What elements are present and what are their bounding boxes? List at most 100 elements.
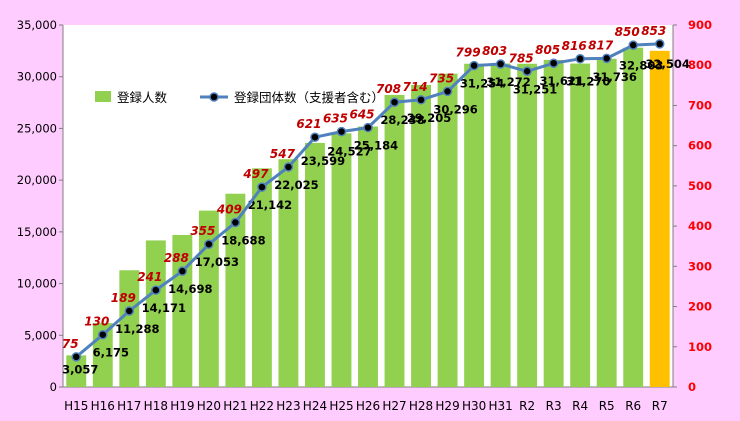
right-axis-tick-label: 100 <box>688 340 712 354</box>
line-data-label: 75 <box>62 337 79 351</box>
x-axis-tick-label: H29 <box>435 399 459 413</box>
line-data-label: 805 <box>535 43 560 57</box>
line-point <box>469 60 479 71</box>
line-data-label: 735 <box>429 71 454 85</box>
bar <box>437 73 458 387</box>
right-axis-tick-label: 200 <box>688 300 712 314</box>
legend-swatch-marker <box>209 92 219 102</box>
bar <box>649 50 670 388</box>
left-axis-tick-label: 5,000 <box>24 328 57 342</box>
line-data-label: 850 <box>615 25 640 39</box>
line-point <box>416 95 426 105</box>
line-point <box>336 126 347 137</box>
line-point <box>654 39 665 49</box>
line-data-label: 714 <box>403 80 428 94</box>
right-axis-tick-label: 700 <box>688 98 712 112</box>
x-axis-tick-label: R7 <box>652 399 668 413</box>
line-point <box>124 306 135 316</box>
line-data-label: 635 <box>323 112 348 126</box>
line-data-label: 497 <box>242 167 269 181</box>
bar-data-label: 14,171 <box>142 301 186 315</box>
bar-data-label: 22,025 <box>274 178 318 192</box>
bar-data-label: 32,504 <box>646 57 690 71</box>
line-point <box>257 182 267 192</box>
bar <box>570 63 591 387</box>
bar-data-label: 21,142 <box>248 198 292 212</box>
line-point <box>522 66 532 77</box>
bar-data-label: 31,621 <box>539 74 583 88</box>
bar-data-label: 3,057 <box>62 362 98 376</box>
left-axis-tick-label: 20,000 <box>17 173 57 187</box>
bar-data-label: 31,270 <box>566 75 610 89</box>
x-axis-tick-label: H30 <box>462 399 486 413</box>
left-axis-tick-label: 15,000 <box>17 225 57 239</box>
bar <box>517 63 538 388</box>
bar <box>251 168 272 387</box>
bar-data-label: 31,272 <box>486 75 530 89</box>
bar-data-label: 24,527 <box>327 144 371 158</box>
line-data-label: 130 <box>84 315 109 329</box>
line-point <box>98 329 108 340</box>
x-axis-tick-label: H22 <box>250 399 274 413</box>
bar-data-label: 11,288 <box>115 322 159 336</box>
right-axis-tick-label: 300 <box>688 259 712 273</box>
line-point <box>495 59 506 69</box>
line-data-label: 241 <box>137 270 162 284</box>
left-axis-tick-label: 30,000 <box>17 70 57 84</box>
legend-label-bar: 登録人数 <box>117 90 168 105</box>
x-axis-tick-label: R2 <box>519 399 535 413</box>
line-data-label: 189 <box>111 291 136 305</box>
line-data-label: 799 <box>456 46 481 60</box>
bar <box>358 126 378 387</box>
x-axis-tick-label: H28 <box>409 399 433 413</box>
line-data-label: 817 <box>588 38 614 52</box>
line-data-label: 288 <box>164 251 189 265</box>
line-data-label: 708 <box>376 82 401 96</box>
x-axis-tick-label: R6 <box>625 399 641 413</box>
bar-data-label: 31,254 <box>460 77 504 91</box>
bar <box>596 58 617 387</box>
line-point <box>310 132 320 142</box>
x-axis-tick-label: H31 <box>488 399 512 413</box>
bar <box>623 47 644 387</box>
bar <box>411 84 431 387</box>
bar <box>278 159 299 387</box>
line-point <box>548 58 559 68</box>
left-axis-tick-label: 25,000 <box>17 121 57 135</box>
bar <box>384 94 405 387</box>
line-point <box>442 86 453 97</box>
bar-data-label: 25,184 <box>354 139 398 153</box>
bar <box>225 193 246 387</box>
bar-data-label: 17,053 <box>195 255 239 269</box>
x-axis-tick-label: H21 <box>223 399 247 413</box>
bar <box>145 240 166 387</box>
left-axis-tick-label: 0 <box>50 380 57 394</box>
line-point <box>363 122 373 133</box>
line-point <box>151 285 161 295</box>
line-data-label: 853 <box>641 24 666 38</box>
x-axis-tick-label: R5 <box>599 399 615 413</box>
legend-swatch-bar <box>95 91 111 102</box>
line-point <box>628 40 638 50</box>
legend-label-line: 登録団体数（支援者含む） <box>234 90 384 105</box>
bar <box>490 63 511 388</box>
bar-data-label: 6,175 <box>93 346 129 360</box>
left-axis-tick-label: 10,000 <box>17 277 57 291</box>
line-point <box>389 97 400 107</box>
x-axis-tick-label: H15 <box>64 399 88 413</box>
bar <box>543 59 564 387</box>
x-axis-tick-label: H23 <box>276 399 300 413</box>
line-point <box>71 352 82 362</box>
bar-data-label: 29,205 <box>407 111 451 125</box>
line-data-label: 816 <box>562 39 587 53</box>
right-axis-tick-label: 600 <box>688 139 712 153</box>
bar-data-label: 28,238 <box>380 113 424 127</box>
x-axis-tick-label: R3 <box>546 399 562 413</box>
x-axis-tick-label: H25 <box>329 399 353 413</box>
bar-data-label: 18,688 <box>221 233 265 247</box>
x-axis-tick-label: H26 <box>356 399 380 413</box>
bar-data-label: 30,296 <box>433 102 477 116</box>
x-axis-tick-label: H16 <box>91 399 115 413</box>
